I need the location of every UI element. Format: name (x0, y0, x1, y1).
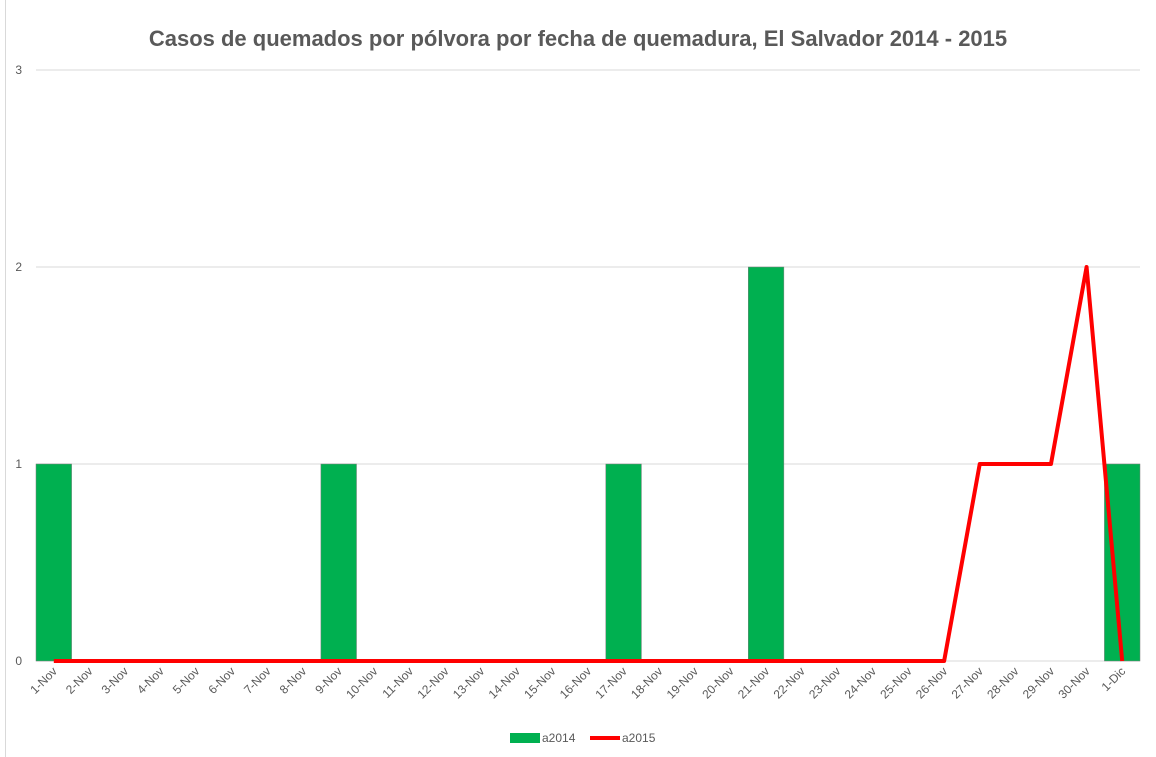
bar (35, 463, 72, 662)
x-tick-label: 28-Nov (984, 664, 1021, 701)
x-tick-label: 23-Nov (806, 664, 843, 701)
y-tick-label: 1 (15, 457, 22, 471)
bar (605, 463, 642, 662)
x-tick-label: 3-Nov (99, 664, 132, 697)
x-tick-label: 13-Nov (450, 664, 487, 701)
bar (748, 266, 785, 662)
x-tick-label: 12-Nov (414, 664, 451, 701)
x-tick-label: 1-Dic (1099, 664, 1129, 694)
legend-label: a2014 (542, 731, 576, 745)
x-tick-label: 2-Nov (63, 664, 96, 697)
y-tick-label: 0 (15, 654, 22, 668)
x-tick-label: 30-Nov (1055, 664, 1092, 701)
x-tick-label: 5-Nov (170, 664, 203, 697)
x-tick-label: 17-Nov (592, 664, 629, 701)
x-tick-label: 26-Nov (913, 664, 950, 701)
x-tick-label: 20-Nov (699, 664, 736, 701)
x-tick-label: 7-Nov (241, 664, 274, 697)
x-tick-label: 19-Nov (664, 664, 701, 701)
x-tick-label: 14-Nov (486, 664, 523, 701)
x-tick-label: 9-Nov (312, 664, 345, 697)
x-tick-label: 16-Nov (557, 664, 594, 701)
bar (1104, 463, 1141, 662)
x-tick-label: 25-Nov (877, 664, 914, 701)
x-tick-label: 4-Nov (134, 664, 167, 697)
x-tick-label: 29-Nov (1020, 664, 1057, 701)
x-tick-label: 10-Nov (343, 664, 380, 701)
x-tick-label: 21-Nov (735, 664, 772, 701)
line (53, 265, 1125, 663)
x-tick-label: 24-Nov (842, 664, 879, 701)
x-tick-label: 6-Nov (205, 664, 238, 697)
legend-swatch (510, 733, 540, 743)
x-tick-label: 8-Nov (277, 664, 310, 697)
legend-label: a2015 (622, 731, 656, 745)
x-tick-label: 27-Nov (949, 664, 986, 701)
y-tick-label: 3 (15, 63, 22, 77)
x-tick-label: 1-Nov (27, 664, 60, 697)
chart-title: Casos de quemados por pólvora por fecha … (149, 26, 1007, 51)
bar (320, 463, 357, 662)
y-tick-label: 2 (15, 260, 22, 274)
x-tick-label: 18-Nov (628, 664, 665, 701)
x-tick-label: 15-Nov (521, 664, 558, 701)
x-tick-label: 22-Nov (771, 664, 808, 701)
x-tick-label: 11-Nov (379, 664, 416, 701)
